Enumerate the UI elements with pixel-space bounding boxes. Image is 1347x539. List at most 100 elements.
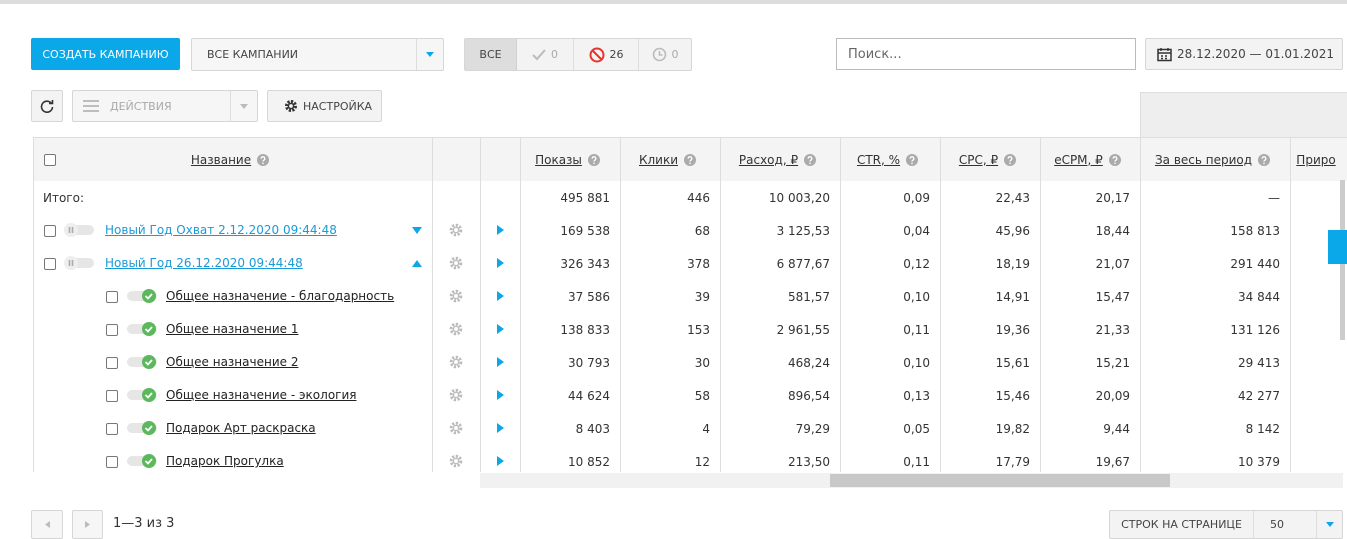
checkbox[interactable] bbox=[106, 357, 118, 369]
cell-value: 21,07 bbox=[1041, 247, 1141, 280]
status-toggle[interactable] bbox=[127, 289, 159, 303]
cell-empty bbox=[1291, 346, 1347, 379]
checkbox[interactable] bbox=[106, 324, 118, 336]
column-header[interactable]: За весь период bbox=[1141, 138, 1291, 181]
group-link[interactable]: Подарок Прогулка bbox=[166, 454, 284, 468]
group-link[interactable]: Общее назначение - экология bbox=[166, 388, 357, 402]
help-icon[interactable] bbox=[906, 153, 919, 166]
help-icon[interactable] bbox=[1004, 153, 1017, 166]
settings-icon[interactable] bbox=[449, 289, 463, 303]
campaign-filter[interactable]: ВСЕ КАМПАНИИ bbox=[191, 38, 444, 71]
column-header[interactable]: CPC, ₽ bbox=[941, 138, 1041, 181]
play-icon[interactable] bbox=[497, 258, 504, 268]
actions-dropdown[interactable]: ДЕЙСТВИЯ bbox=[72, 90, 258, 122]
status-all[interactable]: ВСЕ bbox=[465, 39, 517, 70]
column-header[interactable]: Расход, ₽ bbox=[721, 138, 841, 181]
cell-value: 19,82 bbox=[941, 412, 1041, 445]
checkbox[interactable] bbox=[106, 423, 118, 435]
settings-icon[interactable] bbox=[449, 256, 463, 270]
date-range[interactable]: 28.12.2020 — 01.01.2021 bbox=[1145, 38, 1343, 70]
group-link[interactable]: Общее назначение 2 bbox=[166, 355, 299, 369]
search-input[interactable]: Поиск... bbox=[836, 38, 1136, 70]
cell-value: 169 538 bbox=[521, 214, 621, 247]
group-link[interactable]: Общее назначение - благодарность bbox=[166, 289, 395, 303]
group-row: Общее назначение - экология 44 624 58 896,5… bbox=[34, 379, 1347, 413]
play-icon[interactable] bbox=[497, 357, 504, 367]
settings-icon[interactable] bbox=[449, 223, 463, 237]
column-header[interactable]: Клики bbox=[621, 138, 721, 181]
help-icon[interactable] bbox=[804, 153, 817, 166]
column-header[interactable]: Приро bbox=[1291, 138, 1347, 181]
status-toggle[interactable] bbox=[127, 355, 159, 369]
cell-value: 0,12 bbox=[841, 247, 941, 280]
checkbox[interactable] bbox=[106, 390, 118, 402]
status-toggle[interactable] bbox=[64, 256, 96, 270]
column-header[interactable]: Показы bbox=[521, 138, 621, 181]
status-toggle[interactable] bbox=[127, 388, 159, 402]
cell-value: 326 343 bbox=[521, 247, 621, 280]
gear-cell bbox=[433, 280, 481, 313]
rows-per-page-value[interactable]: 50 bbox=[1270, 518, 1284, 531]
next-page[interactable] bbox=[72, 510, 103, 539]
column-title: eCPM, ₽ bbox=[1054, 152, 1103, 167]
play-icon[interactable] bbox=[497, 390, 504, 400]
cell-value: 10 852 bbox=[521, 445, 621, 472]
play-icon[interactable] bbox=[497, 456, 504, 466]
column-header[interactable]: eCPM, ₽ bbox=[1041, 138, 1141, 181]
campaign-row: Новый Год Охват 2.12.2020 09:44:48 169 53… bbox=[34, 214, 1347, 248]
collapse-arrow[interactable] bbox=[412, 260, 422, 267]
campaign-row: Новый Год 26.12.2020 09:44:48 326 343 378 6… bbox=[34, 247, 1347, 281]
group-link[interactable]: Подарок Арт раскраска bbox=[166, 421, 316, 435]
settings-icon[interactable] bbox=[449, 421, 463, 435]
gear-cell bbox=[433, 313, 481, 346]
status-toggle[interactable] bbox=[64, 223, 96, 237]
settings-icon[interactable] bbox=[449, 454, 463, 468]
campaign-link[interactable]: Новый Год Охват 2.12.2020 09:44:48 bbox=[105, 223, 337, 237]
help-icon[interactable] bbox=[587, 153, 600, 166]
refresh-button[interactable] bbox=[31, 90, 63, 122]
cell-value: 12 bbox=[621, 445, 721, 472]
column-header[interactable]: CTR, % bbox=[841, 138, 941, 181]
create-button[interactable]: СОЗДАТЬ КАМПАНИЮ bbox=[31, 38, 180, 70]
help-icon[interactable] bbox=[1108, 153, 1121, 166]
dropdown-arrow[interactable] bbox=[1316, 511, 1342, 538]
help-icon[interactable] bbox=[1258, 153, 1271, 166]
play-icon[interactable] bbox=[497, 423, 504, 433]
column-header[interactable]: Название bbox=[34, 138, 433, 181]
checkbox[interactable] bbox=[44, 225, 56, 237]
checkbox[interactable] bbox=[44, 154, 56, 166]
checkbox[interactable] bbox=[106, 456, 118, 468]
name-cell: Новый Год 26.12.2020 09:44:48 bbox=[34, 247, 433, 280]
help-icon[interactable] bbox=[684, 153, 697, 166]
help-tab[interactable] bbox=[1328, 230, 1347, 264]
checkbox[interactable] bbox=[44, 258, 56, 270]
status-blocked[interactable]: 26 bbox=[574, 39, 639, 70]
settings-icon[interactable] bbox=[449, 388, 463, 402]
play-icon[interactable] bbox=[497, 324, 504, 334]
group-link[interactable]: Общее назначение 1 bbox=[166, 322, 299, 336]
status-toggle[interactable] bbox=[127, 421, 159, 435]
status-pending[interactable]: 0 bbox=[639, 39, 691, 70]
cell-value: 30 bbox=[621, 346, 721, 379]
play-icon[interactable] bbox=[497, 225, 504, 235]
prev-page[interactable] bbox=[31, 510, 63, 539]
help-icon[interactable] bbox=[257, 153, 270, 166]
settings-icon[interactable] bbox=[449, 355, 463, 369]
cell-value: 37 586 bbox=[521, 280, 621, 313]
scrollbar-thumb[interactable] bbox=[830, 474, 1170, 487]
search-placeholder: Поиск... bbox=[848, 46, 902, 62]
play-icon[interactable] bbox=[497, 291, 504, 301]
campaign-link[interactable]: Новый Год 26.12.2020 09:44:48 bbox=[105, 256, 303, 270]
page-range: 1—3 из 3 bbox=[113, 516, 175, 531]
status-toggle[interactable] bbox=[127, 322, 159, 336]
checkbox[interactable] bbox=[106, 291, 118, 303]
header-extension bbox=[1140, 92, 1347, 137]
expand-arrow[interactable] bbox=[412, 227, 422, 234]
gear-cell bbox=[433, 445, 481, 472]
status-active[interactable]: 0 bbox=[517, 39, 574, 70]
cell-value: 34 844 bbox=[1141, 280, 1291, 313]
settings-icon[interactable] bbox=[449, 322, 463, 336]
status-toggle[interactable] bbox=[127, 454, 159, 468]
settings-button[interactable]: НАСТРОЙКА bbox=[267, 90, 382, 122]
column-title: Приро bbox=[1296, 152, 1336, 167]
